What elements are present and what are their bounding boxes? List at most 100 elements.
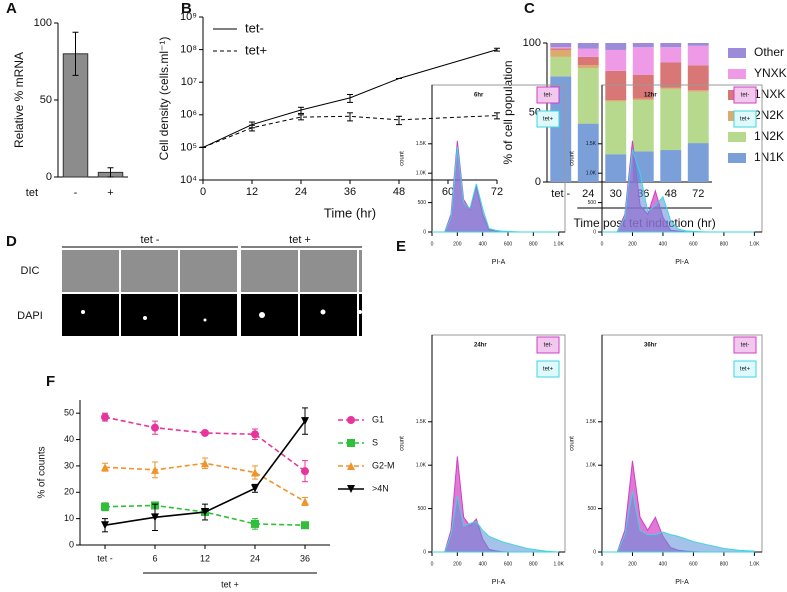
- histogram-title: 24hr: [474, 343, 487, 349]
- bar-segment: [687, 90, 709, 92]
- legend-label: 1N2K: [754, 129, 784, 143]
- x-tick-label: 60: [442, 186, 454, 198]
- legend-label: 1NXK: [754, 87, 785, 101]
- bar-segment: [550, 56, 572, 77]
- dic-images: [62, 250, 362, 292]
- marker: [101, 413, 109, 422]
- bar-segment: [577, 65, 599, 69]
- y-tick-label: 0: [535, 176, 541, 188]
- histogram-title: 12hr: [644, 93, 657, 99]
- x-tick-label: 400: [478, 561, 487, 567]
- marker: [301, 521, 309, 530]
- y-tick-label: 100: [523, 37, 541, 49]
- x-tick-label: 600: [689, 241, 698, 247]
- y-tick-label: 10⁴: [180, 174, 197, 186]
- x-tick-label: 48: [665, 188, 677, 200]
- x-tick-label: 0: [601, 241, 604, 247]
- y-tick-label: 20: [64, 487, 74, 497]
- x-tick-label: 1.0K: [554, 241, 565, 247]
- x-tick-label: 1.0K: [554, 561, 565, 567]
- x-tick-label: 400: [659, 561, 668, 567]
- legend-label: tet-: [245, 20, 264, 35]
- x-tick-label: 0: [601, 561, 604, 567]
- marker: [251, 468, 259, 477]
- bar-segment: [605, 43, 627, 50]
- marker: [251, 430, 259, 439]
- bar-segment: [605, 154, 627, 182]
- legend-label: >4N: [372, 483, 389, 493]
- bar-segment: [660, 62, 682, 88]
- bar-segment: [660, 88, 682, 151]
- marker: [101, 463, 109, 472]
- x-axis-label: PI-A: [492, 579, 506, 586]
- x-tick-label: 1.0K: [749, 561, 760, 567]
- legend-label: S: [372, 437, 378, 447]
- x-tick-label: 600: [504, 241, 513, 247]
- bar-segment: [687, 143, 709, 182]
- bar-segment: [632, 99, 654, 152]
- bar-segment: [577, 56, 599, 66]
- y-axis-label: count: [400, 151, 406, 166]
- group-label: tet -: [141, 234, 160, 246]
- x-tick-label: 600: [504, 561, 513, 567]
- dapi-images: [62, 294, 362, 336]
- x-tick-label: 6: [152, 553, 157, 563]
- bar-segment: [660, 47, 682, 63]
- bar-segment: [605, 49, 627, 71]
- legend-label: 2N2K: [754, 108, 784, 122]
- x-tick-label: 600: [689, 561, 698, 567]
- bar-segment: [660, 150, 682, 182]
- histogram-title: 6hr: [474, 93, 484, 99]
- x-tick-label: 24: [582, 188, 594, 200]
- bar-segment: [687, 91, 709, 144]
- legend-label: tet+: [543, 367, 554, 373]
- y-tick-label: 0: [593, 549, 596, 555]
- bar-segment: [577, 68, 599, 124]
- y-tick-label: 10⁶: [180, 109, 197, 121]
- x-axis-label: tet: [26, 187, 38, 199]
- x-tick-label: 1.0K: [749, 241, 760, 247]
- group-label: tet +: [289, 234, 311, 246]
- y-tick-label: 40: [64, 434, 74, 444]
- y-tick-label: 1.5K: [586, 419, 597, 425]
- legend-box: [536, 86, 560, 104]
- bar-segment: [550, 49, 572, 57]
- y-tick-label: 10⁵: [180, 141, 197, 153]
- legend-label: tet+: [740, 117, 751, 123]
- panel-label: B: [181, 0, 192, 17]
- bar-segment: [577, 48, 599, 57]
- y-tick-label: 500: [418, 506, 427, 512]
- x-tick-label: 800: [720, 561, 729, 567]
- x-tick-label: 400: [659, 241, 668, 247]
- bar-segment: [605, 101, 627, 155]
- x-tick-label: 200: [453, 241, 462, 247]
- x-tick-label: 800: [720, 241, 729, 247]
- x-axis-label: Time (hr): [324, 205, 376, 220]
- legend-box: [536, 360, 560, 378]
- y-axis-label: count: [570, 151, 576, 166]
- x-tick-label: tet -: [97, 553, 113, 563]
- marker: [151, 513, 159, 522]
- y-tick-label: 10: [64, 513, 74, 523]
- panel-label: A: [6, 0, 17, 17]
- x-tick-label: 24: [250, 553, 260, 563]
- x-tick-label: 12: [246, 186, 258, 198]
- legend-label: Other: [754, 45, 784, 59]
- bar-segment: [550, 48, 572, 50]
- histogram-title: 36hr: [644, 343, 657, 349]
- bar-segment: [632, 47, 654, 75]
- x-tick-label: 30: [610, 188, 622, 200]
- bar-segment: [660, 87, 682, 89]
- y-tick-label: 10⁸: [180, 44, 197, 56]
- y-axis-label: % of cell population: [501, 60, 515, 164]
- legend-label: tet-: [741, 343, 750, 349]
- panel-label: D: [6, 233, 17, 250]
- histogram-area: [602, 491, 755, 553]
- marker: [347, 485, 355, 493]
- y-tick-label: 1.5K: [416, 419, 427, 425]
- x-tick-label: 400: [478, 241, 487, 247]
- legend-swatch: [728, 69, 746, 79]
- x-tick-label: 36: [300, 553, 310, 563]
- legend-label: YNXK: [754, 66, 787, 80]
- x-tick-label: 200: [628, 241, 637, 247]
